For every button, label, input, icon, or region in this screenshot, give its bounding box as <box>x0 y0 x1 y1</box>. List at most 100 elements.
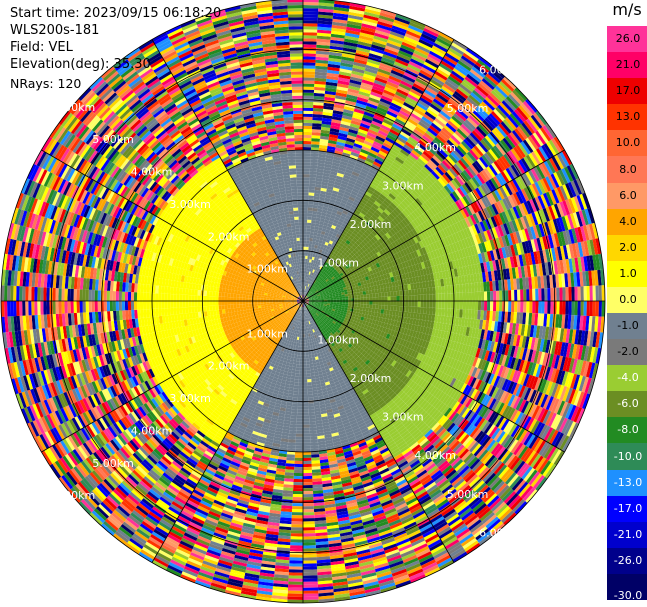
range-gate <box>562 184 571 200</box>
range-gate <box>311 272 314 276</box>
range-gate <box>403 36 419 45</box>
range-gate <box>389 255 394 262</box>
range-gate <box>418 139 429 149</box>
range-gate <box>303 119 313 124</box>
range-gate <box>364 67 378 75</box>
range-gate <box>351 204 358 210</box>
range-gate <box>477 185 487 197</box>
range-gate <box>490 90 504 103</box>
range-gate <box>317 208 323 213</box>
range-gate <box>327 281 331 285</box>
range-gate <box>361 79 374 86</box>
range-gate <box>303 11 319 15</box>
range-gate <box>360 274 365 279</box>
range-gate <box>468 94 481 106</box>
range-gate <box>349 278 354 283</box>
range-gate <box>312 111 323 115</box>
range-gate <box>433 168 443 178</box>
range-gate <box>350 151 360 158</box>
range-gate <box>340 225 346 231</box>
range-gate <box>314 273 317 277</box>
range-gate <box>384 217 391 225</box>
range-gate <box>313 266 316 270</box>
range-gate <box>346 201 353 207</box>
range-gate <box>534 196 543 211</box>
range-gate <box>576 178 585 194</box>
range-gate <box>369 224 376 231</box>
range-gate <box>474 223 481 234</box>
range-gate <box>303 2 319 6</box>
range-gate <box>320 187 327 192</box>
range-gate <box>323 203 329 208</box>
range-gate <box>404 99 417 108</box>
range-gate <box>432 307 436 315</box>
range-gate <box>333 153 343 159</box>
range-gate <box>352 114 363 121</box>
range-gate <box>509 207 518 220</box>
range-gate <box>305 292 308 296</box>
range-gate <box>312 120 322 124</box>
range-gate <box>479 221 487 232</box>
range-gate <box>318 202 324 207</box>
range-gate <box>388 213 395 221</box>
range-gate <box>321 212 327 217</box>
range-gate <box>429 294 433 301</box>
range-gate <box>316 293 320 296</box>
range-gate <box>508 290 512 301</box>
range-gate <box>331 27 346 33</box>
range-gate <box>444 141 455 152</box>
range-gate <box>365 5 382 13</box>
range-gate <box>376 246 382 252</box>
range-gate <box>381 144 391 152</box>
range-gate <box>319 292 323 295</box>
range-gate <box>309 268 312 272</box>
range-gate <box>380 179 389 187</box>
range-gate <box>360 199 368 205</box>
range-gate <box>420 288 424 295</box>
range-gate <box>375 109 387 117</box>
range-gate <box>383 264 388 270</box>
range-gate <box>436 134 447 144</box>
range-gate <box>516 126 528 140</box>
range-gate <box>322 285 326 288</box>
range-gate <box>391 176 400 184</box>
range-gate <box>328 291 333 294</box>
range-gate <box>493 160 504 173</box>
range-gate <box>389 149 399 157</box>
range-gate <box>305 299 309 301</box>
range-gate <box>426 56 441 66</box>
range-gate <box>359 291 364 295</box>
range-gate <box>340 240 346 245</box>
range-gate <box>467 204 476 215</box>
range-gate <box>402 74 416 83</box>
range-gate <box>303 83 315 87</box>
range-gate <box>325 270 330 275</box>
range-gate <box>337 260 342 265</box>
range-gate <box>307 280 310 284</box>
range-gate <box>419 118 431 128</box>
range-gate <box>316 236 321 240</box>
range-gate <box>390 190 398 198</box>
range-gate <box>508 301 512 312</box>
range-gate <box>522 139 534 153</box>
range-gate <box>427 198 435 207</box>
range-gate <box>328 278 333 282</box>
range-gate <box>431 76 445 86</box>
range-gate <box>376 106 388 114</box>
range-gate <box>392 188 400 196</box>
range-gate <box>323 257 328 262</box>
range-gate <box>333 219 339 224</box>
range-gate <box>351 298 355 301</box>
range-gate <box>337 288 341 292</box>
range-gate <box>351 214 358 220</box>
range-gate <box>428 106 440 116</box>
range-gate <box>390 220 397 227</box>
range-gate <box>340 120 351 126</box>
range-gate <box>323 166 332 171</box>
range-gate <box>364 177 373 184</box>
range-gate <box>515 191 524 204</box>
range-gate <box>535 110 548 126</box>
range-gate <box>306 294 310 297</box>
range-gate <box>537 128 549 144</box>
range-gate <box>303 165 311 169</box>
